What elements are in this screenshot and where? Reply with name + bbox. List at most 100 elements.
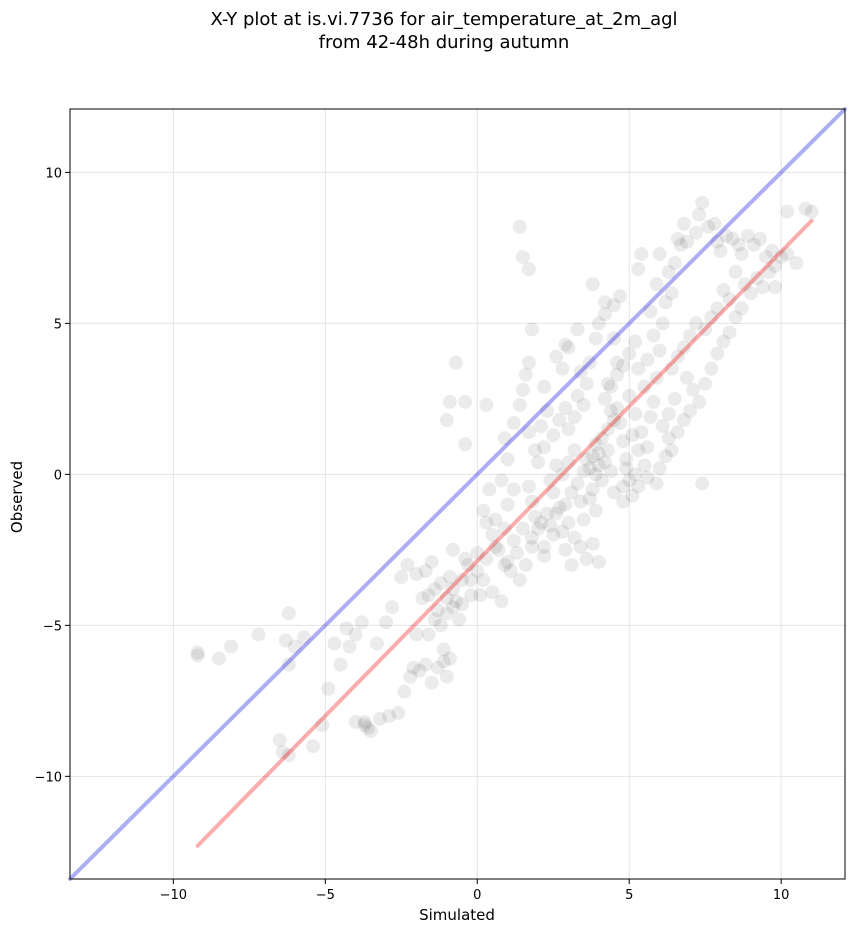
data-point — [397, 684, 412, 699]
data-point — [613, 289, 628, 304]
data-point — [497, 521, 512, 536]
x-axis-ticks: −10 −5 0 5 10 — [160, 879, 790, 903]
data-point — [607, 485, 622, 500]
chart-title-line-2: from 42-48h during autumn — [319, 32, 570, 53]
data-point — [679, 370, 694, 385]
data-point — [585, 277, 600, 292]
data-point — [607, 413, 622, 428]
data-point — [549, 458, 564, 473]
data-point — [740, 228, 755, 243]
x-tick-label: 10 — [773, 888, 790, 903]
data-point — [515, 521, 530, 536]
data-point — [403, 669, 418, 684]
data-point — [591, 458, 606, 473]
data-point — [588, 331, 603, 346]
data-point — [521, 479, 536, 494]
data-point — [570, 322, 585, 337]
data-point — [658, 449, 673, 464]
data-point — [640, 440, 655, 455]
data-point — [734, 301, 749, 316]
data-point — [768, 280, 783, 295]
data-point — [667, 391, 682, 406]
data-point — [552, 413, 567, 428]
data-point — [363, 724, 378, 739]
data-point — [275, 745, 290, 760]
data-point — [646, 328, 661, 343]
data-point — [315, 718, 330, 732]
data-point — [692, 207, 707, 222]
data-point — [588, 503, 603, 518]
data-point — [695, 195, 710, 210]
data-point — [528, 509, 542, 524]
data-point — [625, 488, 640, 503]
data-point — [698, 322, 713, 337]
data-point — [780, 246, 795, 261]
data-point — [579, 452, 594, 467]
data-point — [306, 739, 321, 754]
data-point — [515, 249, 530, 264]
data-point — [537, 379, 552, 394]
y-tick-label: 0 — [54, 468, 62, 483]
data-point — [673, 237, 688, 252]
data-point — [439, 413, 454, 428]
data-point — [500, 554, 515, 569]
data-point — [348, 627, 363, 642]
data-point — [537, 440, 552, 455]
data-point — [427, 582, 442, 597]
data-point — [521, 355, 536, 370]
data-point — [591, 316, 606, 331]
data-point — [424, 554, 439, 569]
data-point — [540, 403, 555, 418]
data-point — [591, 554, 606, 569]
data-point — [728, 265, 743, 280]
data-point — [582, 491, 597, 506]
data-point — [655, 316, 670, 331]
data-point — [774, 249, 789, 264]
data-point — [634, 246, 649, 261]
data-point — [391, 705, 406, 720]
data-point — [670, 231, 685, 246]
data-point — [607, 331, 622, 346]
x-axis-label: Simulated — [419, 906, 495, 924]
data-point — [427, 612, 442, 627]
data-point — [348, 714, 363, 729]
data-point — [476, 503, 491, 518]
data-point — [561, 422, 576, 437]
data-point — [607, 298, 622, 313]
data-point — [649, 476, 664, 491]
data-point — [458, 437, 473, 452]
data-point — [600, 443, 615, 458]
data-point — [506, 482, 521, 497]
data-point — [661, 265, 676, 280]
data-point — [652, 461, 667, 476]
data-point — [400, 557, 415, 572]
data-point — [445, 582, 460, 597]
data-point — [561, 455, 576, 470]
data-point — [409, 567, 424, 582]
data-point — [445, 542, 460, 557]
data-point — [622, 473, 637, 488]
data-point — [664, 443, 679, 458]
data-point — [649, 277, 664, 292]
data-point — [452, 612, 467, 627]
data-point — [749, 271, 764, 286]
data-point — [382, 708, 397, 723]
data-point — [439, 669, 454, 684]
data-point — [470, 545, 485, 560]
identity-line — [68, 107, 847, 881]
data-point — [512, 219, 527, 234]
data-point — [479, 397, 494, 412]
data-point — [710, 234, 725, 249]
data-point — [640, 470, 655, 485]
data-point — [576, 397, 591, 412]
data-point — [342, 639, 357, 654]
data-point — [710, 301, 725, 316]
data-point — [670, 349, 685, 364]
plot-frame — [69, 108, 846, 880]
data-point — [597, 295, 612, 310]
data-point — [573, 364, 588, 379]
y-axis-ticks: −10 −5 0 5 10 — [35, 166, 70, 785]
data-point — [455, 597, 470, 612]
data-point — [597, 391, 612, 406]
